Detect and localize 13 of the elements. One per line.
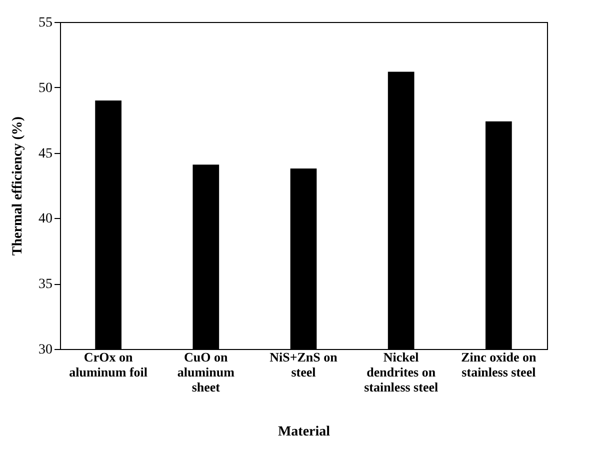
y-tick-label: 40 xyxy=(38,212,52,227)
y-tick-label: 55 xyxy=(38,16,52,30)
x-tick-label: Nickel dendrites on stainless steel xyxy=(364,350,438,394)
y-tick-label: 50 xyxy=(38,80,52,96)
y-axis-title: Thermal efficiency (%) xyxy=(10,116,26,256)
y-tick-label: 45 xyxy=(38,146,52,162)
x-tick-label: CrOx on aluminum foil xyxy=(69,350,148,380)
x-tick-label: Zinc oxide on stainless steel xyxy=(461,350,538,380)
x-axis-title: Material xyxy=(278,424,330,440)
y-tick-label: 30 xyxy=(38,342,52,358)
y-tick-label: 35 xyxy=(38,277,52,292)
x-tick-label: CuO on aluminum sheet xyxy=(177,350,235,394)
x-tick-label: NiS+ZnS on steel xyxy=(270,350,338,380)
